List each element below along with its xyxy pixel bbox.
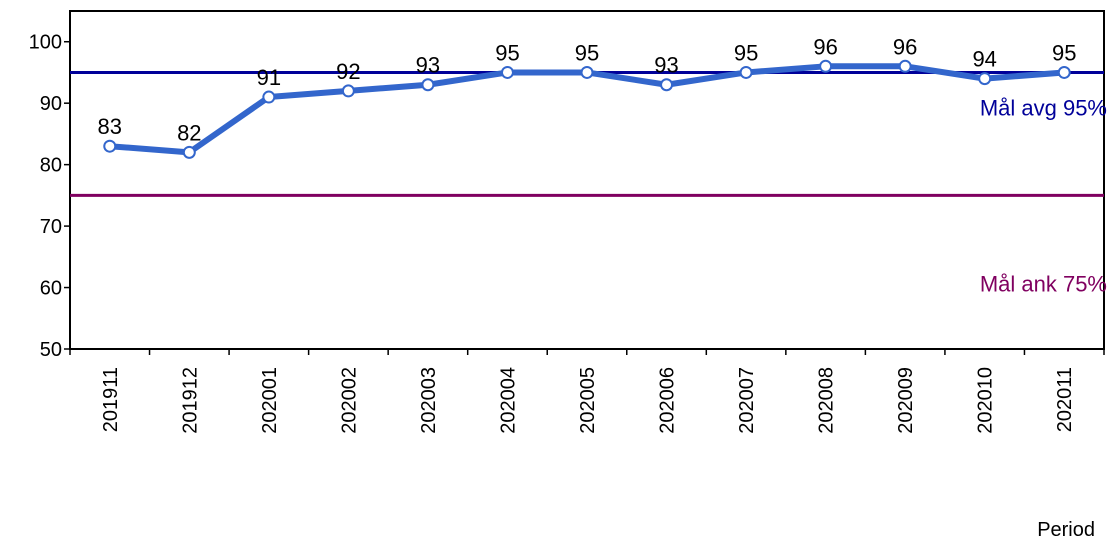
data-point <box>819 59 833 73</box>
x-tick-label: 201911 <box>100 367 122 432</box>
x-tick-label: 202003 <box>418 367 440 434</box>
data-label: 95 <box>1052 40 1076 65</box>
y-tick-label: 60 <box>40 278 62 300</box>
data-point <box>1057 65 1071 79</box>
x-tick-label: 201912 <box>179 367 201 434</box>
x-tick-label: 202004 <box>497 367 519 434</box>
data-label: 82 <box>177 120 201 145</box>
data-label: 95 <box>495 40 519 65</box>
data-label: 83 <box>98 114 122 139</box>
data-label: 93 <box>416 53 440 78</box>
y-tick-label: 50 <box>40 339 62 361</box>
y-tick-label: 90 <box>40 93 62 115</box>
x-axis: 201911 201912 202001 202002 202003 202004 2020… <box>69 349 1105 434</box>
x-tick-label: 202011 <box>1054 367 1076 432</box>
data-point <box>978 72 992 86</box>
data-point <box>341 84 355 98</box>
y-tick-label: 80 <box>40 155 62 177</box>
data-point <box>660 78 674 92</box>
data-label: 96 <box>813 34 837 59</box>
x-tick-label: 202008 <box>816 367 838 434</box>
data-point <box>500 65 514 79</box>
x-tick-label: 202007 <box>736 367 758 434</box>
data-point <box>182 145 196 159</box>
data-point <box>262 90 276 104</box>
series-group <box>103 59 1071 159</box>
y-tick-label: 100 <box>29 32 62 54</box>
data-point <box>580 65 594 79</box>
reference-line-label: Mål ank 75% <box>980 271 1107 296</box>
data-label: 93 <box>654 53 678 78</box>
data-point <box>421 78 435 92</box>
data-point <box>103 139 117 153</box>
y-tick-label: 70 <box>40 216 62 238</box>
data-label: 96 <box>893 34 917 59</box>
x-tick-label: 202001 <box>259 367 281 434</box>
data-labels: 83 82 91 92 93 95 95 93 95 96 96 94 95 <box>98 34 1077 145</box>
data-label: 95 <box>575 40 599 65</box>
y-axis: 50 60 70 80 90 100 <box>29 32 70 361</box>
x-tick-label: 202002 <box>338 367 360 434</box>
data-label: 91 <box>257 65 281 90</box>
x-axis-title: Period <box>1037 519 1095 540</box>
x-tick-label: 202009 <box>895 367 917 434</box>
data-point <box>739 65 753 79</box>
data-label: 92 <box>336 59 360 84</box>
reference-line-label: Mål avg 95% <box>980 95 1107 120</box>
data-label: 94 <box>972 47 996 72</box>
x-tick-label: 202010 <box>975 367 997 434</box>
data-point <box>898 59 912 73</box>
x-tick-label: 202006 <box>657 367 679 434</box>
data-label: 95 <box>734 40 758 65</box>
x-tick-label: 202005 <box>577 367 599 434</box>
